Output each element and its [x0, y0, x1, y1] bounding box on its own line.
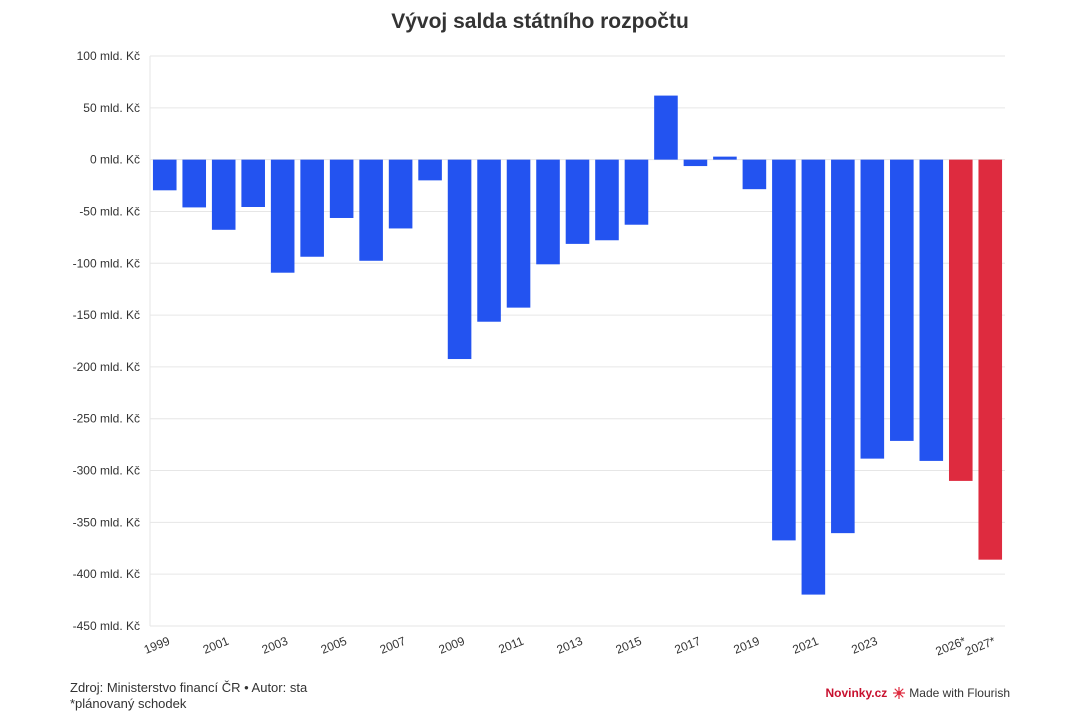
x-tick-label: 2001 [201, 634, 231, 657]
y-tick-label: -350 mld. Kč [73, 515, 140, 529]
x-tick-label: 2009 [437, 634, 467, 657]
x-tick-label: 2013 [555, 634, 585, 657]
y-tick-label: -400 mld. Kč [73, 567, 140, 581]
bar-2010[interactable] [477, 159, 501, 322]
y-tick-label: -50 mld. Kč [79, 204, 140, 218]
y-axis-ticks: 100 mld. Kč 50 mld. Kč 0 mld. Kč -50 mld. K… [73, 49, 140, 633]
x-tick-label: 1999 [142, 634, 172, 657]
y-tick-label: -300 mld. Kč [73, 464, 140, 478]
bar-2002[interactable] [241, 159, 265, 207]
x-tick-label: 2027* [963, 634, 998, 659]
y-tick-label: 0 mld. Kč [90, 153, 140, 167]
branding[interactable]: Novinky.cz Made with Flourish [825, 686, 1010, 700]
bar-2024[interactable] [890, 159, 914, 441]
y-tick-label: -200 mld. Kč [73, 360, 140, 374]
source-note: Zdroj: Ministerstvo financí ČR • Autor: … [70, 680, 308, 695]
bar-2014[interactable] [595, 159, 619, 241]
bar-chart: 100 mld. Kč 50 mld. Kč 0 mld. Kč -50 mld. K… [73, 49, 1005, 659]
bar-2023[interactable] [860, 159, 885, 459]
bar-2018[interactable] [713, 156, 737, 160]
bar-2019[interactable] [742, 159, 767, 190]
bar-2020[interactable] [772, 159, 796, 541]
bar-2022[interactable] [831, 159, 855, 534]
chart-title: Vývoj salda státního rozpočtu [391, 10, 689, 33]
bar-2007[interactable] [388, 159, 413, 229]
bar-1999[interactable] [152, 159, 177, 191]
made-with-flourish-link[interactable]: Made with Flourish [909, 686, 1010, 700]
publisher-logo[interactable]: Novinky.cz [825, 686, 888, 700]
bar-2015[interactable] [624, 159, 649, 225]
bar-2017[interactable] [683, 159, 708, 167]
bar-2004[interactable] [300, 159, 324, 257]
x-tick-label: 2023 [849, 634, 879, 657]
bar-2026-planned[interactable] [948, 159, 973, 481]
bar-2003[interactable] [270, 159, 295, 273]
x-tick-label: 2003 [260, 634, 290, 657]
bar-2021[interactable] [801, 159, 826, 595]
bar-2001[interactable] [211, 159, 236, 230]
bar-2011[interactable] [506, 159, 531, 308]
x-tick-label: 2015 [614, 634, 644, 657]
y-tick-label: -450 mld. Kč [73, 619, 140, 633]
y-tick-label: -150 mld. Kč [73, 308, 140, 322]
bar-2009[interactable] [447, 159, 472, 360]
y-tick-label: 50 mld. Kč [83, 101, 140, 115]
x-tick-label: 2019 [732, 634, 762, 657]
x-tick-label: 2005 [319, 634, 349, 657]
x-tick-label: 2017 [673, 634, 703, 657]
footnote: *plánovaný schodek [70, 696, 187, 711]
bar-2025[interactable] [919, 159, 944, 461]
y-tick-label: 100 mld. Kč [77, 49, 140, 63]
flourish-logo-icon [893, 687, 906, 699]
bar-2000[interactable] [182, 159, 207, 208]
x-tick-label: 2011 [496, 634, 525, 657]
y-tick-label: -100 mld. Kč [73, 256, 140, 270]
y-tick-label: -250 mld. Kč [73, 412, 140, 426]
x-axis-ticks: 1999 2001 2003 2005 2007 2009 2011 2013 2015 2017… [142, 634, 998, 659]
bar-2012[interactable] [536, 159, 560, 265]
bar-2008[interactable] [418, 159, 442, 181]
bar-2006[interactable] [359, 159, 383, 261]
bar-2013[interactable] [565, 159, 590, 244]
bar-2005[interactable] [329, 159, 354, 218]
bar-2027-planned[interactable] [978, 159, 1003, 560]
bars [152, 95, 1003, 595]
bar-2016[interactable] [654, 95, 678, 160]
x-tick-label: 2007 [378, 634, 408, 657]
x-tick-label: 2021 [790, 634, 820, 657]
